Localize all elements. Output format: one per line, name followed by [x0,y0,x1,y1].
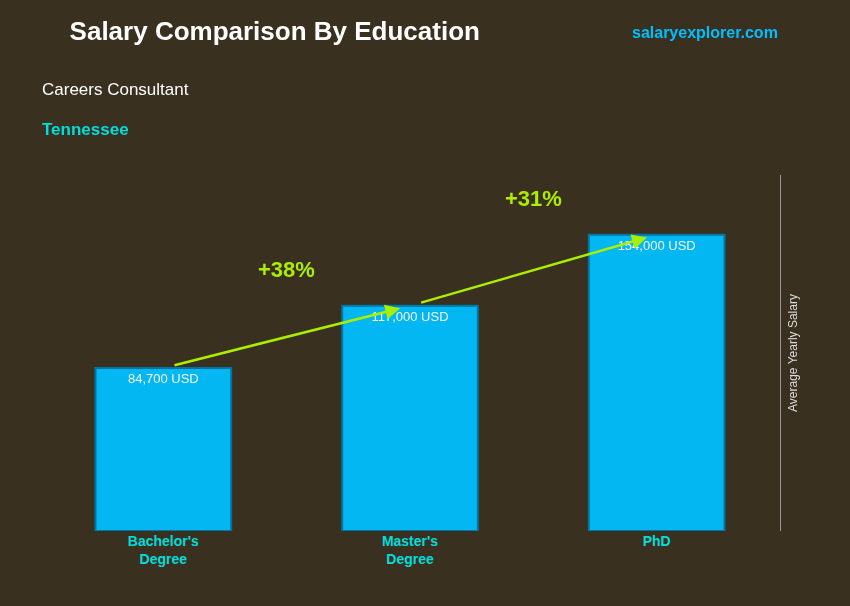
svg-text:84,700 USD: 84,700 USD [128,371,199,386]
svg-text:Tennessee: Tennessee [42,120,129,139]
svg-text:PhD: PhD [643,533,671,549]
svg-text:+38%: +38% [258,257,315,282]
svg-text:salaryexplorer.com: salaryexplorer.com [632,24,778,41]
svg-text:117,000 USD: 117,000 USD [371,309,448,324]
svg-text:Bachelor'sDegree: Bachelor'sDegree [128,533,199,567]
svg-text:Master'sDegree: Master'sDegree [382,533,438,567]
svg-text:Careers Consultant: Careers Consultant [42,80,189,99]
svg-text:+31%: +31% [505,186,562,211]
svg-text:Average Yearly Salary: Average Yearly Salary [786,294,800,412]
svg-text:Salary Comparison By Education: Salary Comparison By Education [70,16,480,46]
svg-text:154,000 USD: 154,000 USD [618,238,696,253]
